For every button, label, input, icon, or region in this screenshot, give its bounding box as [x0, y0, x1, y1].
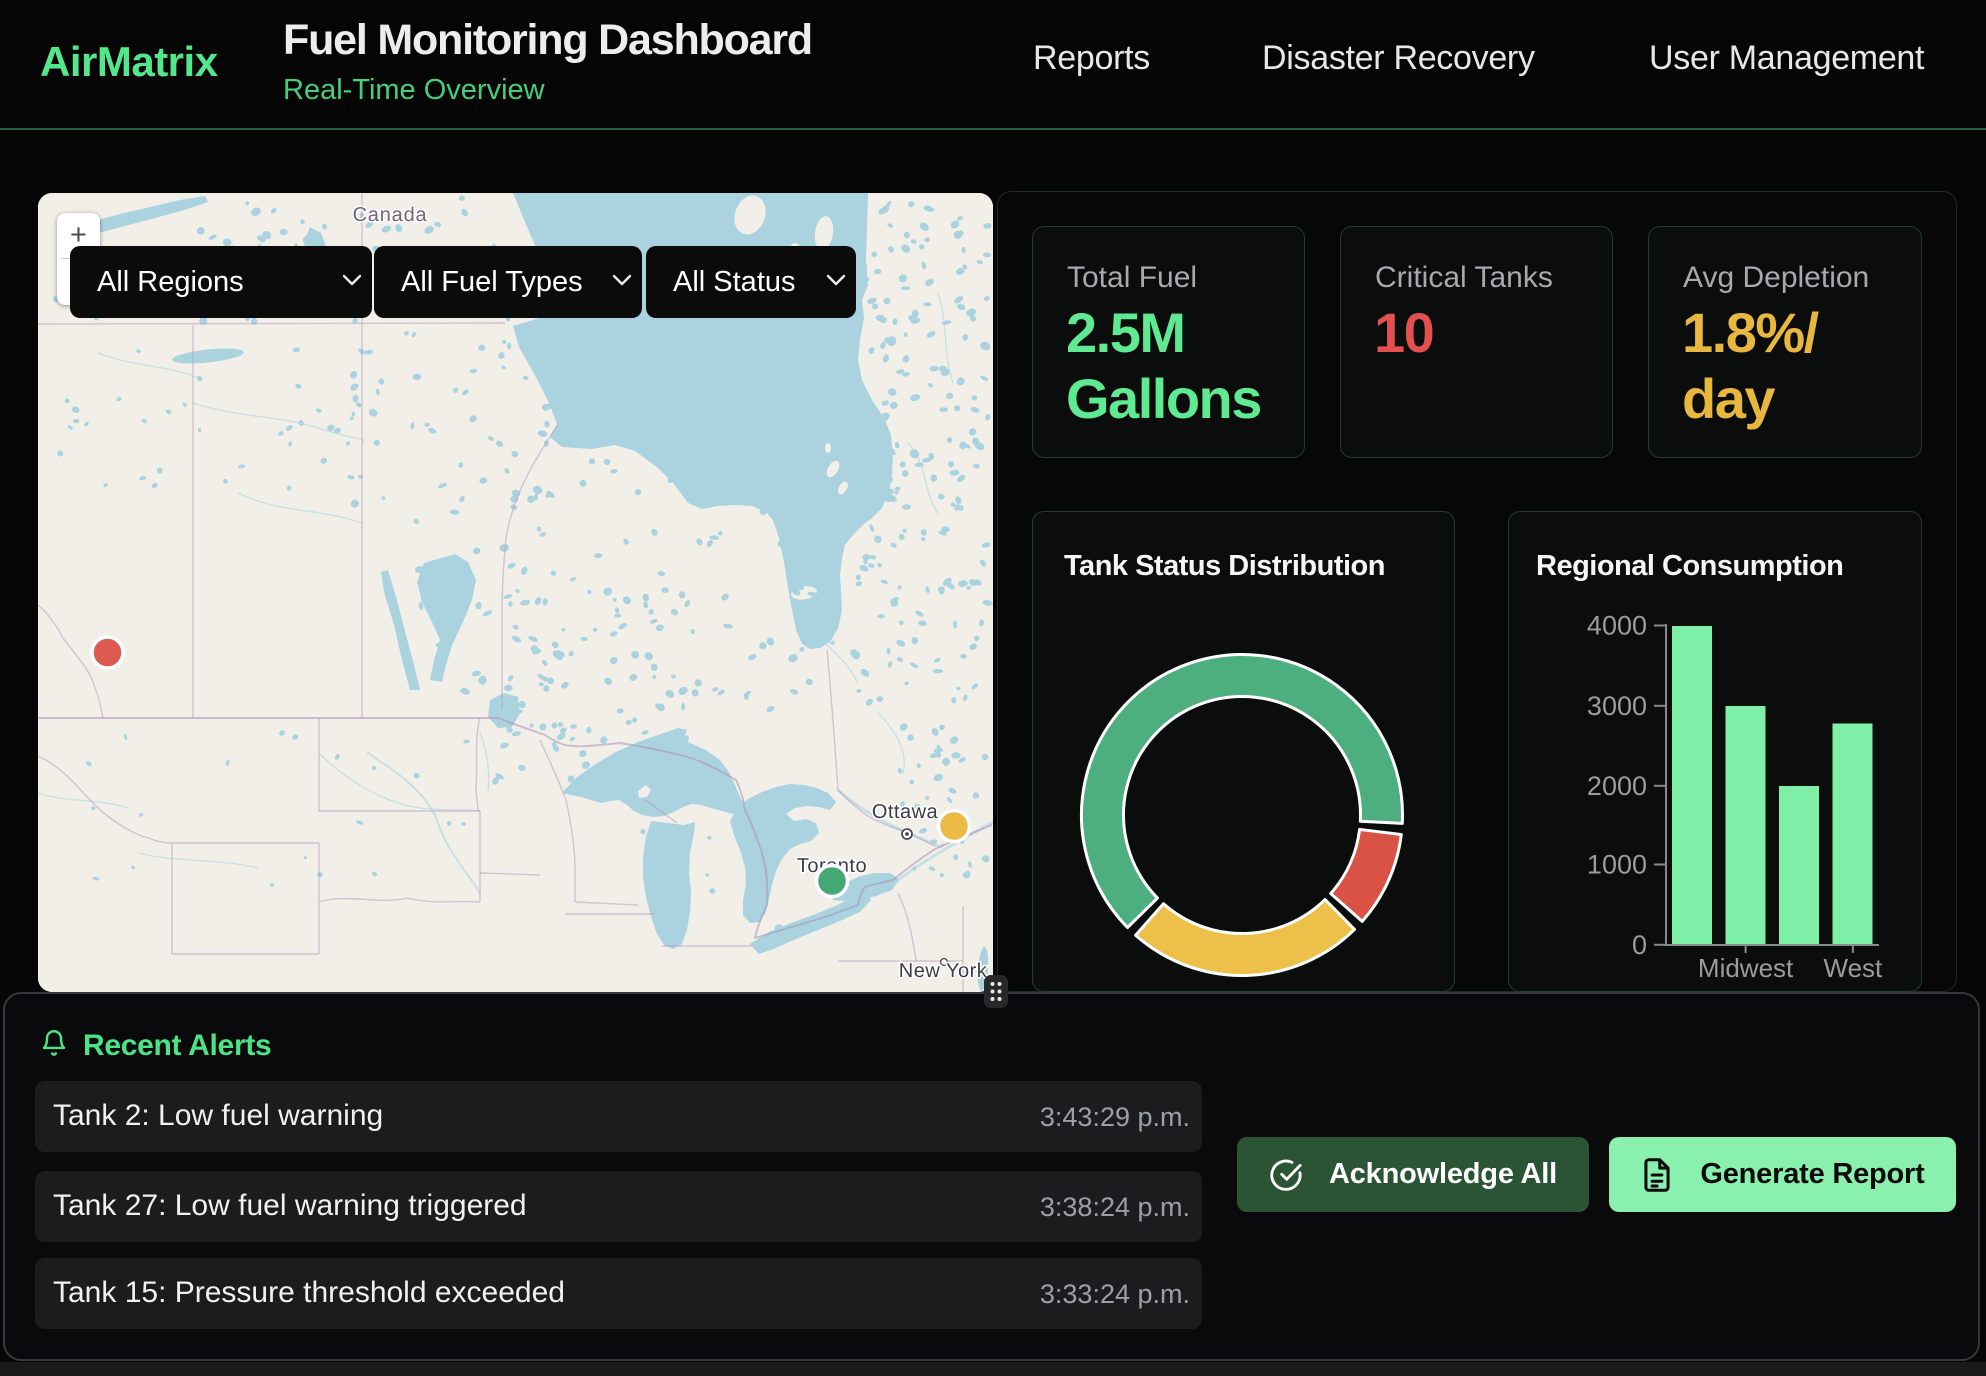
- svg-text:4000: 4000: [1587, 611, 1647, 641]
- svg-text:Ottawa: Ottawa: [872, 801, 939, 823]
- svg-text:3000: 3000: [1587, 691, 1647, 721]
- svg-text:West: West: [1824, 953, 1884, 983]
- svg-text:New York: New York: [899, 960, 988, 982]
- svg-text:0: 0: [1632, 930, 1647, 960]
- svg-text:2000: 2000: [1587, 771, 1647, 801]
- svg-text:Canada: Canada: [353, 204, 428, 226]
- svg-text:1000: 1000: [1587, 850, 1647, 880]
- svg-text:Midwest: Midwest: [1698, 953, 1794, 983]
